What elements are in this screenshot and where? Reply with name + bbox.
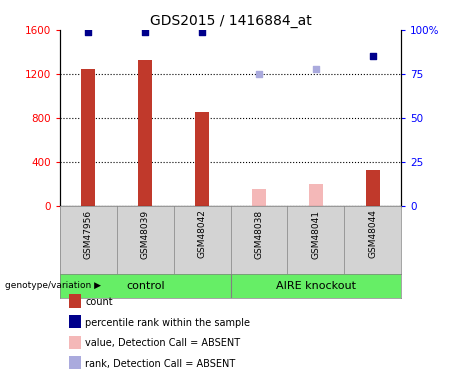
Text: value, Detection Call = ABSENT: value, Detection Call = ABSENT (85, 338, 240, 348)
Point (369, 54, 376, 60)
Text: GSM48042: GSM48042 (198, 210, 207, 258)
Text: AIRE knockout: AIRE knockout (276, 281, 356, 291)
Title: GDS2015 / 1416884_at: GDS2015 / 1416884_at (150, 13, 311, 28)
Bar (138, 60, 152, 206)
Text: genotype/variation ▶: genotype/variation ▶ (5, 281, 100, 290)
Text: rank, Detection Call = ABSENT: rank, Detection Call = ABSENT (85, 359, 236, 369)
Point (85, 29, 92, 35)
Text: GSM47956: GSM47956 (84, 210, 93, 259)
Bar (81, 69, 95, 206)
Bar (309, 184, 323, 206)
Text: GSM48039: GSM48039 (141, 210, 150, 259)
Point (142, 29, 149, 35)
Text: GSM48044: GSM48044 (368, 210, 377, 258)
Text: percentile rank within the sample: percentile rank within the sample (85, 318, 250, 327)
Point (255, 71, 263, 77)
Text: GSM48038: GSM48038 (254, 210, 263, 259)
Point (312, 66, 319, 72)
Bar (195, 112, 209, 206)
Text: GSM48041: GSM48041 (311, 210, 320, 259)
Text: count: count (85, 297, 113, 307)
Text: control: control (126, 281, 165, 291)
Point (198, 29, 206, 35)
Bar (366, 171, 380, 206)
Bar (252, 189, 266, 206)
